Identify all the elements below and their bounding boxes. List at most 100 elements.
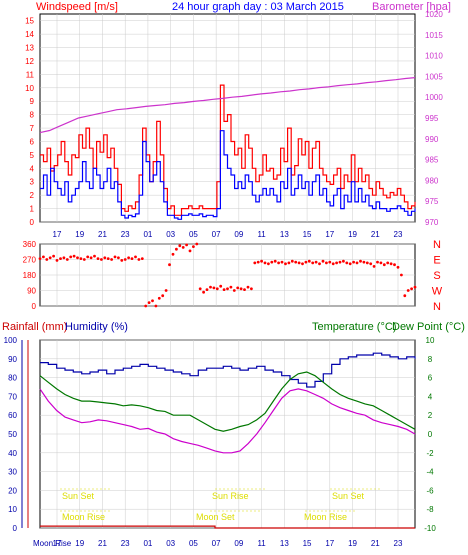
direction-point [79,257,83,260]
direction-point [76,256,79,260]
climate-x-tick-label: 19 [348,539,357,548]
direction-point [198,287,202,291]
direction-point [338,260,342,264]
direction-point [304,260,308,264]
barometer-y-tick-label: 970 [425,218,439,227]
wind-x-tick-label: 17 [325,230,334,239]
temperature-y-tick-label: 2 [428,411,433,420]
direction-point [62,256,66,260]
direction-point [321,259,325,263]
wind-y-tick-label: 9 [30,97,35,106]
sun-set-label-1: Sun Set [62,491,95,501]
direction-point [130,257,134,260]
direction-point [328,260,332,264]
temperature-y-tick-label: -4 [426,468,434,477]
direction-point [270,260,274,264]
dewpoint-axis-title: Dew Point (°C) [392,321,465,333]
direction-y-tick-label: 270 [23,256,37,265]
direction-point [45,258,49,261]
direction-point [86,255,90,259]
direction-point [284,262,287,266]
direction-point [181,246,185,249]
direction-point [38,257,42,260]
direction-point [406,289,410,292]
direction-point [410,287,413,291]
moon-set-label: Moon Set [196,512,235,522]
direction-point [151,299,154,303]
climate-x-tick-label: 15 [303,539,312,548]
direction-point [72,254,76,258]
direction-point [413,285,417,289]
humidity-y-tick-label: 40 [8,449,17,458]
wind-y-tick-label: 11 [26,70,35,79]
direction-point [42,255,45,259]
wind-y-tick-label: 2 [30,191,35,200]
direction-point [232,289,236,292]
direction-point [215,287,219,291]
direction-point [345,261,349,265]
sun-rise-label: Sun Rise [212,491,249,501]
barometer-y-tick-label: 990 [425,135,439,144]
direction-point [96,257,100,260]
wind-avg-series [40,130,416,220]
wind-x-tick-label: 01 [143,230,152,239]
direction-point [393,263,396,267]
direction-point [188,249,192,253]
direction-point [229,285,233,289]
direction-point [103,256,107,260]
wind-y-tick-label: 5 [30,151,35,160]
wind-x-tick-label: 19 [75,230,84,239]
direction-point [140,257,144,260]
wind-x-tick-label: 19 [348,230,357,239]
humidity-y-tick-label: 90 [8,355,17,364]
direction-point [48,256,52,260]
climate-x-tick-label: 17 [53,539,62,548]
direction-point [307,259,311,263]
direction-compass-label: N [433,239,441,251]
direction-point [106,257,110,260]
temperature-y-tick-label: -8 [426,505,434,514]
wind-x-tick-label: 21 [98,230,107,239]
direction-point [263,261,267,265]
temperature-y-tick-label: 6 [428,374,433,383]
humidity-y-tick-label: 50 [8,430,17,439]
direction-point [396,265,400,269]
direction-point [311,261,315,265]
direction-y-tick-label: 180 [23,271,37,280]
direction-point [100,258,103,261]
direction-point [325,261,328,265]
direction-point [123,258,127,261]
humidity-series [40,352,416,388]
climate-x-tick-label: 01 [143,539,152,548]
direction-point [389,262,393,266]
climate-x-tick-label: 23 [394,539,403,548]
direction-point [93,254,96,258]
barometer-series [39,77,416,134]
chart-title: 24 hour graph day : 03 March 2015 [172,1,344,13]
direction-point [219,284,223,288]
barometer-y-tick-label: 1020 [425,10,443,19]
direction-point [117,256,120,260]
direction-point [144,304,148,308]
direction-point [205,288,209,291]
direction-point [161,294,165,298]
wind-x-tick-label: 15 [303,230,312,239]
humidity-y-tick-label: 30 [8,468,17,477]
moon-rise-axis-label: Moon Rise [33,539,72,548]
direction-point [89,256,93,260]
climate-x-tick-label: 09 [234,539,243,548]
barometer-y-tick-label: 980 [425,176,439,185]
direction-point [69,255,73,259]
direction-point [379,261,383,265]
direction-point [250,287,253,291]
barometer-y-tick-label: 975 [425,197,439,206]
climate-x-tick-label: 23 [121,539,130,548]
wind-y-tick-label: 12 [25,57,34,66]
direction-point [212,286,216,290]
humidity-axis-title: Humidity (%) [65,321,128,333]
direction-point [280,260,284,264]
climate-x-tick-label: 21 [98,539,107,548]
direction-compass-label: N [433,301,441,313]
direction-point [127,256,130,260]
